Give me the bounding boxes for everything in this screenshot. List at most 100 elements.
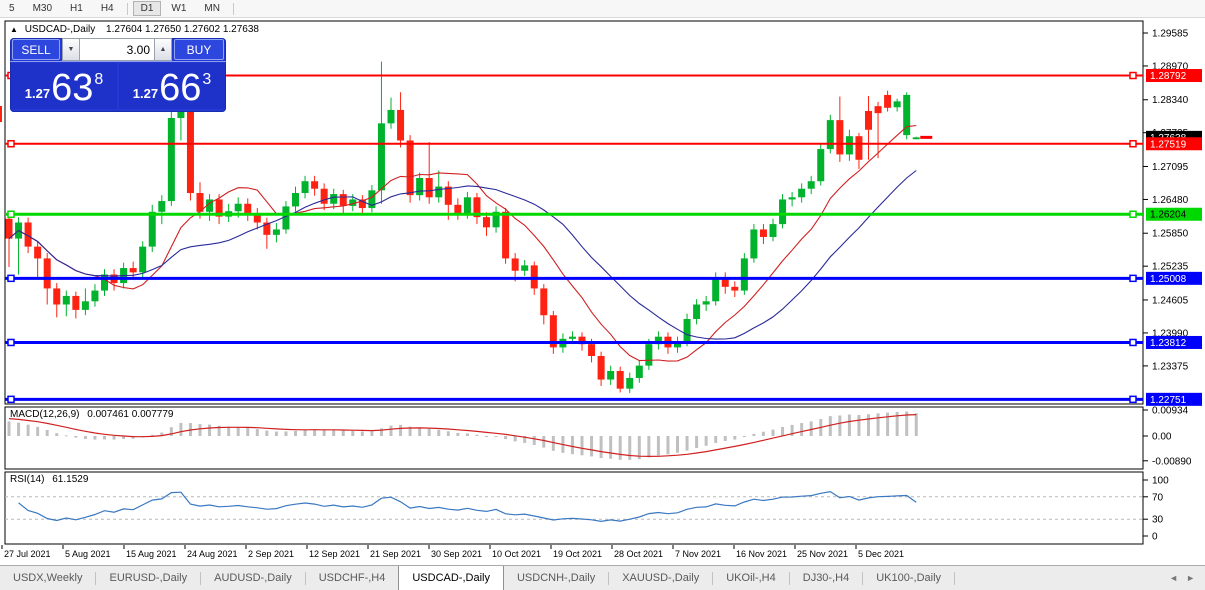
date-tick-label: 16 Nov 2021 — [736, 549, 788, 559]
chart-tab-eurusd-[interactable]: EURUSD-,Daily — [109, 572, 188, 584]
line-handle[interactable] — [1129, 140, 1137, 148]
rsi-name: RSI(14) — [10, 474, 45, 485]
svg-text:0.00934: 0.00934 — [1152, 406, 1189, 417]
price-tag[interactable] — [1146, 69, 1202, 83]
timeframe-button-mn[interactable]: MN — [204, 3, 220, 14]
line-handle[interactable] — [7, 338, 15, 347]
date-tick-label: 5 Aug 2021 — [65, 549, 111, 559]
chart-tab-usdchf-[interactable]: USDCHF-,H4 — [318, 572, 386, 584]
volume-input[interactable]: 3.00 — [80, 38, 154, 61]
timeframe-button-w1[interactable]: W1 — [171, 3, 187, 14]
clipped-candle — [0, 106, 2, 122]
line-handle[interactable] — [1129, 71, 1137, 80]
ohlc-readout: 1.27604 1.27650 1.27602 1.27638 — [106, 24, 259, 35]
svg-text:1.23990: 1.23990 — [1152, 328, 1189, 339]
macd-values: 0.007461 0.007779 — [87, 409, 174, 420]
tab-separator — [712, 571, 714, 585]
tab-scroll-left-icon[interactable]: ◄ — [1169, 573, 1179, 583]
moving-average-line[interactable] — [8, 124, 917, 362]
macd-layer — [7, 411, 918, 460]
price-tag[interactable] — [1146, 271, 1202, 285]
horizontal-lines-layer — [5, 71, 1143, 404]
rsi-layer — [5, 490, 1143, 523]
symbol-tabbar: USDX,Weekly EURUSD-,Daily AUDUSD-,Daily USD… — [0, 565, 1205, 590]
date-tick-label: 27 Jul 2021 — [4, 549, 51, 559]
volume-increase-button[interactable]: ▲ — [154, 38, 172, 61]
toolbar-separator — [126, 2, 128, 15]
candles-layer — [5, 61, 920, 393]
timeframe-button-d1[interactable]: D1 — [132, 1, 162, 16]
date-tick-label: 12 Sep 2021 — [309, 549, 361, 559]
rsi-line — [18, 490, 917, 523]
buy-button[interactable]: BUY — [174, 39, 224, 60]
volume-decrease-button[interactable]: ▼ — [62, 38, 80, 61]
chart-tab-dj30-[interactable]: DJ30-,H4 — [802, 572, 850, 584]
chart-canvas[interactable]: 1.295851.289701.283401.277251.270951.264… — [0, 0, 1205, 565]
line-handle[interactable] — [1129, 395, 1137, 404]
svg-text:0: 0 — [1152, 532, 1158, 543]
date-tick-label: 21 Sep 2021 — [370, 549, 422, 559]
chart-tab-uk100-[interactable]: UK100-,Daily — [876, 572, 942, 584]
price-tag[interactable] — [1146, 335, 1202, 349]
macd-signal-line — [8, 414, 917, 458]
chart-tab-usdx[interactable]: USDX,Weekly — [13, 572, 83, 584]
trade-panel-price-row: 1.27 63 8 1.27 66 3 — [10, 62, 226, 110]
line-handle[interactable] — [7, 140, 15, 148]
moving-average-line[interactable] — [8, 170, 917, 340]
tab-separator — [304, 571, 306, 585]
sell-price-sup: 8 — [94, 71, 104, 88]
svg-text:1.29585: 1.29585 — [1152, 29, 1189, 40]
date-tick-label: 30 Sep 2021 — [431, 549, 483, 559]
svg-text:1.22751: 1.22751 — [1150, 395, 1187, 406]
svg-text:1.25235: 1.25235 — [1152, 262, 1189, 273]
timeframe-button-m30[interactable]: M30 — [32, 3, 53, 14]
svg-text:1.28970: 1.28970 — [1152, 61, 1189, 72]
svg-text:30: 30 — [1152, 515, 1164, 526]
date-tick-label: 2 Sep 2021 — [248, 549, 295, 559]
svg-text:1.27095: 1.27095 — [1152, 162, 1189, 173]
chart-tab-xauusd-[interactable]: XAUUSD-,Daily — [622, 572, 700, 584]
rsi-value: 61.1529 — [52, 474, 89, 485]
pane-frame — [4, 406, 1144, 470]
svg-text:1.24605: 1.24605 — [1152, 295, 1189, 306]
timeframe-button-h1[interactable]: H1 — [70, 3, 83, 14]
line-handle[interactable] — [7, 395, 15, 404]
sell-button[interactable]: SELL — [12, 39, 60, 60]
tab-separator — [200, 571, 202, 585]
rsi-label: RSI(14) 61.1529 — [10, 474, 88, 485]
sell-price-display[interactable]: 1.27 63 8 — [11, 63, 117, 109]
chart-tab-audusd-[interactable]: AUDUSD-,Daily — [214, 572, 292, 584]
line-handle[interactable] — [7, 210, 15, 218]
svg-text:1.25850: 1.25850 — [1152, 229, 1189, 240]
svg-text:1.26480: 1.26480 — [1152, 195, 1189, 206]
line-handle[interactable] — [7, 274, 15, 283]
line-handle[interactable] — [1129, 274, 1137, 283]
buy-price-big: 66 — [159, 67, 202, 109]
tab-separator — [95, 571, 97, 585]
line-handle[interactable] — [1129, 210, 1137, 218]
chart-tab-ukoil-[interactable]: UKOil-,H4 — [726, 572, 776, 584]
toolbar-separator — [232, 2, 234, 15]
date-tick-label: 15 Aug 2021 — [126, 549, 177, 559]
price-tag[interactable] — [1146, 207, 1202, 221]
buy-price-display[interactable]: 1.27 66 3 — [119, 63, 225, 109]
svg-text:1.25008: 1.25008 — [1150, 274, 1187, 285]
line-handle[interactable] — [1129, 338, 1137, 347]
svg-text:1.23375: 1.23375 — [1152, 361, 1189, 372]
chart-tab-usdcad-[interactable]: USDCAD-,Daily — [398, 566, 504, 590]
svg-text:-0.00890: -0.00890 — [1152, 456, 1192, 467]
chart-tab-usdcnh-[interactable]: USDCNH-,Daily — [516, 572, 596, 584]
price-tag[interactable] — [1146, 392, 1202, 406]
timeframe-button-5[interactable]: 5 — [9, 3, 15, 14]
price-axis: 1.295851.289701.283401.277251.270951.264… — [1143, 29, 1202, 543]
timeframe-button-h4[interactable]: H4 — [100, 3, 114, 14]
tab-scroll-right-icon[interactable]: ► — [1186, 573, 1195, 583]
svg-text:1.23812: 1.23812 — [1150, 338, 1187, 349]
collapse-panel-icon[interactable]: ▲ — [10, 25, 18, 34]
svg-text:1.28340: 1.28340 — [1152, 95, 1189, 106]
price-tag[interactable] — [1146, 137, 1202, 151]
date-tick-label: 10 Oct 2021 — [492, 549, 542, 559]
tab-separator — [954, 571, 956, 585]
current-price-marker — [920, 135, 933, 139]
buy-price-prefix: 1.27 — [132, 86, 159, 101]
